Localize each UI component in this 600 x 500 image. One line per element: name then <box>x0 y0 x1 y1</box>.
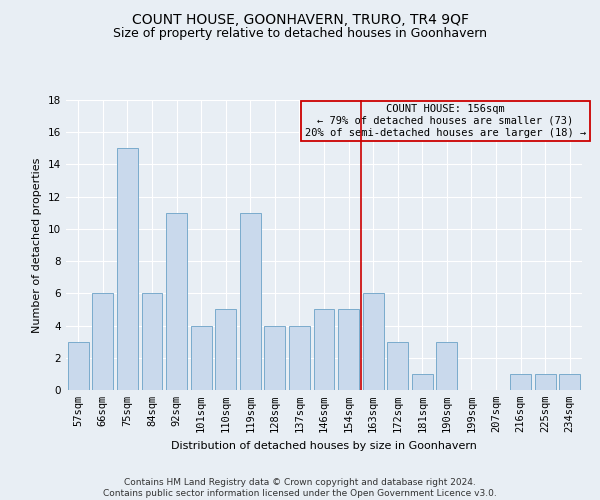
Bar <box>289 326 310 390</box>
Bar <box>362 294 383 390</box>
Bar <box>240 213 261 390</box>
Bar <box>68 342 89 390</box>
Bar <box>117 148 138 390</box>
Bar <box>166 213 187 390</box>
Bar <box>535 374 556 390</box>
Bar <box>387 342 408 390</box>
Text: Contains HM Land Registry data © Crown copyright and database right 2024.
Contai: Contains HM Land Registry data © Crown c… <box>103 478 497 498</box>
Bar <box>412 374 433 390</box>
Bar <box>559 374 580 390</box>
Bar <box>142 294 163 390</box>
Bar <box>265 326 286 390</box>
Bar <box>191 326 212 390</box>
Bar <box>92 294 113 390</box>
Text: Size of property relative to detached houses in Goonhavern: Size of property relative to detached ho… <box>113 28 487 40</box>
Bar <box>338 310 359 390</box>
Bar <box>510 374 531 390</box>
X-axis label: Distribution of detached houses by size in Goonhavern: Distribution of detached houses by size … <box>171 440 477 450</box>
Bar <box>436 342 457 390</box>
Text: COUNT HOUSE: 156sqm
← 79% of detached houses are smaller (73)
20% of semi-detach: COUNT HOUSE: 156sqm ← 79% of detached ho… <box>305 104 586 138</box>
Y-axis label: Number of detached properties: Number of detached properties <box>32 158 43 332</box>
Bar <box>215 310 236 390</box>
Bar <box>314 310 334 390</box>
Text: COUNT HOUSE, GOONHAVERN, TRURO, TR4 9QF: COUNT HOUSE, GOONHAVERN, TRURO, TR4 9QF <box>131 12 469 26</box>
